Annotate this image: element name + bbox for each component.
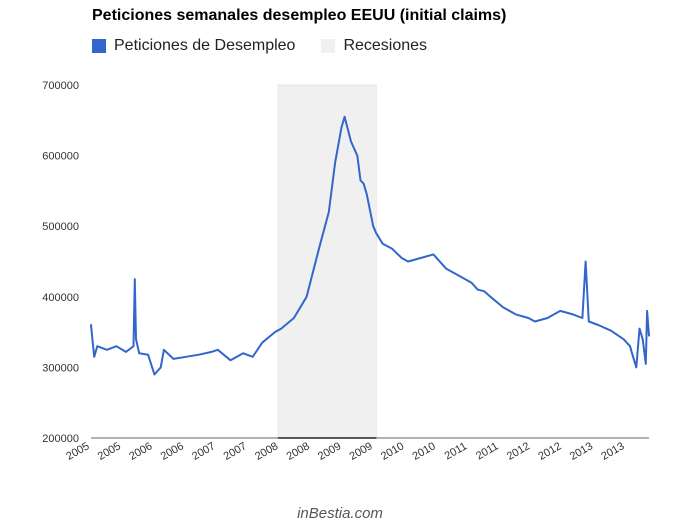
x-tick-label: 2007 bbox=[190, 440, 217, 463]
x-tick-label: 2012 bbox=[536, 440, 563, 463]
x-tick-label: 2006 bbox=[159, 440, 186, 463]
legend-label-recession: Recesiones bbox=[343, 37, 428, 54]
chart-legend: Peticiones de Desempleo Recesiones bbox=[92, 36, 453, 56]
x-tick-label: 2006 bbox=[127, 440, 154, 463]
footer-watermark: inBestia.com bbox=[297, 505, 383, 522]
y-tick-label: 200000 bbox=[42, 433, 79, 445]
y-tick-label: 700000 bbox=[42, 80, 79, 92]
y-tick-label: 300000 bbox=[42, 362, 79, 374]
legend-item-recession[interactable]: Recesiones bbox=[321, 37, 427, 55]
chart-title: Peticiones semanales desempleo EEUU (ini… bbox=[92, 7, 507, 24]
x-tick-label: 2009 bbox=[316, 440, 343, 463]
x-tick-label: 2011 bbox=[443, 440, 469, 462]
x-tick-label: 2013 bbox=[568, 440, 595, 463]
x-tick-label: 2012 bbox=[505, 440, 532, 463]
legend-label-series: Peticiones de Desempleo bbox=[114, 37, 296, 54]
x-tick-label: 2008 bbox=[285, 440, 312, 463]
x-tick-label: 2009 bbox=[348, 440, 375, 463]
x-tick-label: 2013 bbox=[599, 440, 626, 463]
y-tick-label: 400000 bbox=[42, 292, 79, 304]
y-tick-label: 600000 bbox=[42, 151, 79, 163]
x-tick-label: 2010 bbox=[410, 440, 437, 463]
series-line-peticiones bbox=[90, 115, 650, 376]
x-tick-label: 2005 bbox=[96, 440, 123, 463]
x-tick-label: 2010 bbox=[379, 440, 406, 463]
recession-band bbox=[277, 84, 377, 439]
legend-item-series[interactable]: Peticiones de Desempleo bbox=[92, 37, 295, 55]
x-tick-label: 2011 bbox=[474, 440, 500, 462]
legend-swatch-series bbox=[92, 39, 106, 53]
x-tick-label: 2008 bbox=[253, 440, 280, 463]
legend-swatch-recession bbox=[321, 39, 336, 53]
x-tick-label: 2007 bbox=[222, 440, 249, 463]
y-tick-label: 500000 bbox=[42, 221, 79, 233]
